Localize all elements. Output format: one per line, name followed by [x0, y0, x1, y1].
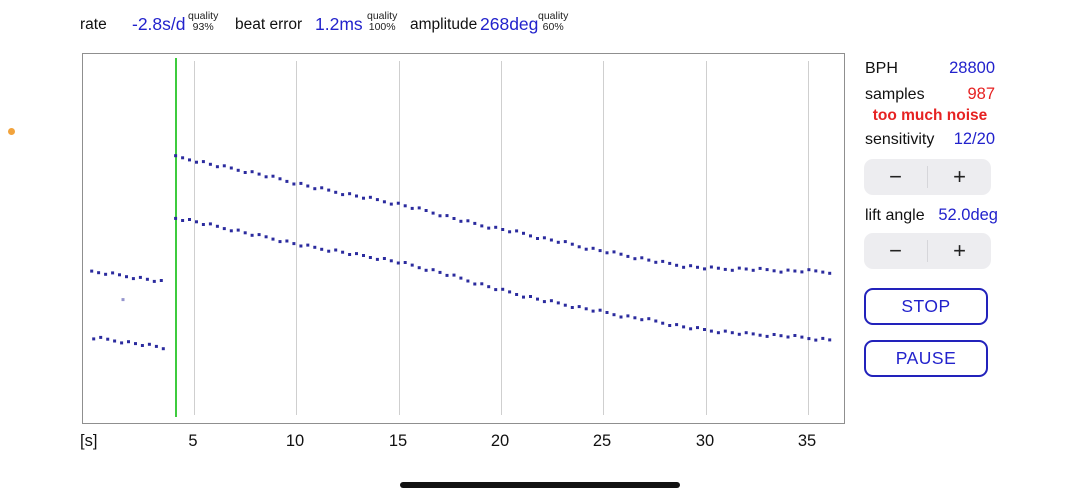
lift-angle-stepper: − + [864, 233, 991, 269]
noise-warning: too much noise [872, 107, 988, 124]
beat-error-label: beat error [235, 16, 303, 33]
rate-quality-value: 93% [192, 21, 214, 33]
x-tick-35: 35 [797, 432, 817, 450]
beat-error-quality-label: quality [367, 10, 398, 22]
beat-error-value: 1.2ms [315, 14, 363, 34]
amplitude-quality-value: 60% [542, 21, 564, 33]
lift-angle-row: lift angle 52.0deg [865, 206, 998, 225]
gridline-10s [296, 61, 297, 415]
bph-row: BPH 28800 [865, 59, 995, 78]
stepper-divider [927, 240, 928, 262]
amplitude-label: amplitude [410, 16, 478, 33]
rate-quality-label: quality [188, 10, 219, 22]
x-axis-unit: [s] [80, 432, 98, 450]
beat-error-quality: quality 100% [367, 11, 397, 33]
gridline-20s [501, 61, 502, 415]
amplitude-value: 268deg [480, 14, 539, 34]
bph-label: BPH [865, 60, 898, 77]
home-indicator[interactable] [400, 482, 680, 488]
status-orange-dot [8, 128, 15, 135]
amplitude-quality-label: quality [538, 10, 569, 22]
beat-error-quality-value: 100% [368, 21, 396, 33]
samples-value: 987 [967, 85, 995, 103]
stop-button[interactable]: STOP [864, 288, 988, 325]
rate-label: rate [80, 16, 107, 33]
rate-value: -2.8s/d [132, 14, 186, 34]
pause-button[interactable]: PAUSE [864, 340, 988, 377]
samples-row: samples 987 [865, 85, 995, 104]
lift-angle-label: lift angle [865, 207, 925, 224]
lift-angle-value: 52.0deg [938, 206, 998, 224]
sensitivity-row: sensitivity 12/20 [865, 130, 995, 149]
stepper-divider [927, 166, 928, 188]
timing-trace-plot [82, 53, 845, 424]
bph-value: 28800 [949, 59, 995, 77]
gridline-5s [194, 61, 195, 415]
sensitivity-label: sensitivity [865, 131, 935, 148]
amplitude-quality: quality 60% [538, 11, 568, 33]
gridline-15s [399, 61, 400, 415]
rate-quality: quality 93% [188, 11, 218, 33]
lift-angle-decrease-button[interactable]: − [864, 233, 927, 269]
samples-label: samples [865, 86, 925, 103]
lift-angle-increase-button[interactable]: + [928, 233, 991, 269]
x-tick-15: 15 [388, 432, 408, 450]
gridline-30s [706, 61, 707, 415]
sensitivity-decrease-button[interactable]: − [864, 159, 927, 195]
x-tick-10: 10 [285, 432, 305, 450]
sensitivity-value: 12/20 [953, 130, 995, 148]
beat-trace-dots [90, 154, 832, 351]
x-tick-20: 20 [490, 432, 510, 450]
measure-start-line [175, 58, 177, 417]
gridline-35s [808, 61, 809, 415]
sensitivity-increase-button[interactable]: + [928, 159, 991, 195]
sensitivity-stepper: − + [864, 159, 991, 195]
x-tick-5: 5 [188, 432, 198, 450]
x-tick-25: 25 [592, 432, 612, 450]
gridline-25s [603, 61, 604, 415]
x-tick-30: 30 [695, 432, 715, 450]
